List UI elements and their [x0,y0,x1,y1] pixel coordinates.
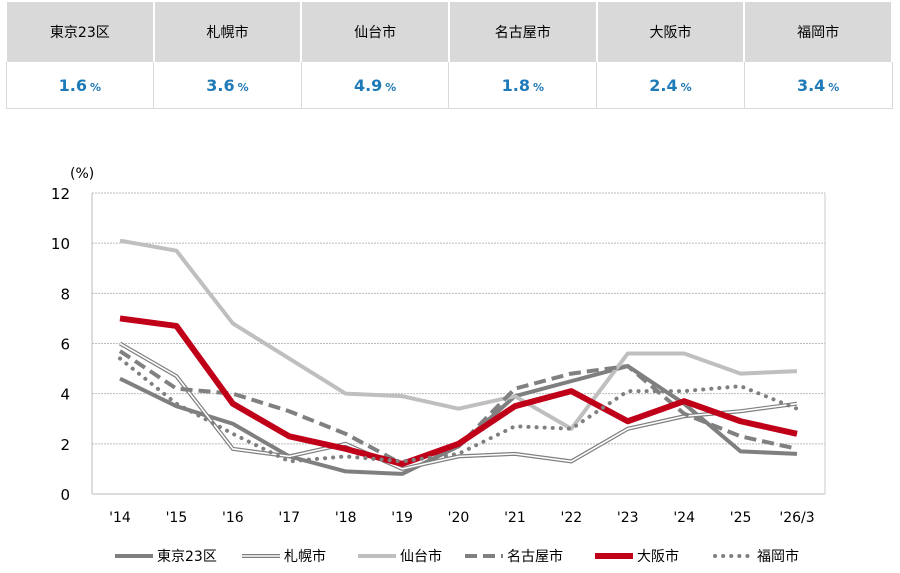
x-tick-label: '18 [335,510,357,526]
value-number: 3.6 [206,75,235,95]
y-tick-label: 0 [60,486,70,504]
series-福岡市 [118,356,799,464]
value-unit: % [680,80,692,94]
x-tick-label: '22 [560,510,582,526]
y-tick-label: 4 [60,386,70,404]
series-大阪市 [119,315,798,467]
city-value: 3.4% [743,62,893,109]
city-value: 4.9% [300,62,450,109]
y-tick-label: 10 [51,235,70,253]
city-value: 3.6% [153,62,302,109]
x-tick-label: '21 [504,510,526,526]
city-header: 名古屋市 [447,2,598,62]
series-札幌市 [118,341,798,472]
x-tick-label: '17 [278,510,300,526]
legend-label: 大阪市 [637,548,679,565]
y-tick-label: 8 [60,285,70,303]
legend-label: 名古屋市 [507,548,563,565]
x-tick-label: '24 [673,510,695,526]
y-tick-label: 6 [60,336,70,354]
x-tick-label: '15 [166,510,188,526]
value-number: 1.6 [58,75,87,95]
city-header: 大阪市 [595,2,746,62]
y-axis-label: (%) [70,166,94,182]
x-tick-label: '16 [222,510,244,526]
x-tick-label: '25 [730,510,752,526]
value-unit: % [385,80,397,94]
x-tick-label: '23 [617,510,639,526]
city-header: 東京23区 [5,2,155,62]
value-unit: % [237,80,249,94]
value-unit: % [89,80,102,94]
x-tick-label: '19 [391,510,413,526]
value-unit: % [828,80,840,94]
value-number: 4.9 [353,75,383,95]
city-header: 札幌市 [152,2,303,62]
y-tick-label: 12 [51,185,70,203]
legend-label: 福岡市 [757,548,799,565]
y-tick-label: 2 [60,436,70,454]
summary-table: 東京23区 札幌市 仙台市 名古屋市 大阪市 福岡市 1.6% 3.6% 4.9% 1.8% 2.… [5,2,893,109]
series-仙台市 [119,238,798,431]
city-header: 仙台市 [300,2,450,62]
x-tick-label: '14 [109,510,131,526]
x-tick-label: '26/3 [779,510,814,526]
legend-label: 札幌市 [284,548,326,565]
value-number: 1.8 [501,75,530,95]
city-value: 1.8% [448,62,598,109]
city-header: 福岡市 [743,2,893,62]
value-number: 2.4 [649,75,678,95]
legend-label: 東京23区 [157,549,217,565]
value-number: 3.4 [796,75,826,95]
value-unit: % [532,80,544,94]
x-tick-label: '20 [448,510,470,526]
city-value: 1.6% [5,62,155,109]
legend-label: 仙台市 [400,548,442,565]
city-value: 2.4% [596,62,745,109]
